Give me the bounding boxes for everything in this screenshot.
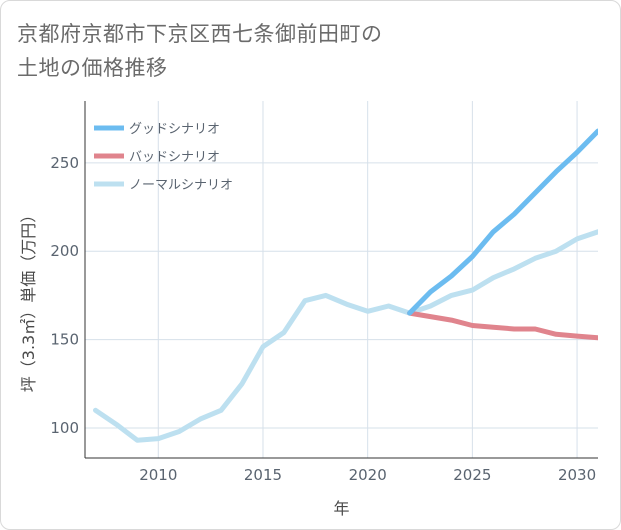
y-axis-title: 坪（3.3㎡）単価（万円） — [19, 207, 38, 392]
chart-title-line-2: 土地の価格推移 — [17, 56, 168, 80]
x-tick-label: 2015 — [244, 466, 282, 484]
series-line-2 — [93, 229, 598, 443]
y-tick-label: 200 — [50, 242, 79, 260]
x-axis-title: 年 — [333, 499, 349, 518]
y-tick-label: 250 — [50, 154, 79, 172]
axis-titles: 年 坪（3.3㎡）単価（万円） — [19, 207, 350, 518]
legend-label: グッドシナリオ — [129, 122, 220, 137]
chart-title-line-1: 京都府京都市下京区西七条御前田町の — [17, 22, 383, 46]
axes: 2010 2015 2020 2025 2030 100 150 200 250 — [50, 101, 598, 484]
x-tick-label: 2030 — [558, 466, 596, 484]
chart-title: 京都府京都市下京区西七条御前田町の 土地の価格推移 — [17, 17, 577, 85]
y-tick-label: 150 — [50, 331, 79, 349]
legend-label: バッドシナリオ — [129, 150, 220, 165]
x-tick-label: 2025 — [453, 466, 491, 484]
x-tick-label: 2020 — [349, 466, 387, 484]
y-tick-label: 100 — [50, 419, 79, 437]
series-line-1 — [407, 310, 598, 341]
series-lines — [93, 128, 598, 443]
legend-label: ノーマルシナリオ — [129, 178, 233, 193]
series-line-0 — [407, 128, 598, 316]
grid-lines — [85, 101, 598, 458]
x-tick-label: 2010 — [139, 466, 177, 484]
